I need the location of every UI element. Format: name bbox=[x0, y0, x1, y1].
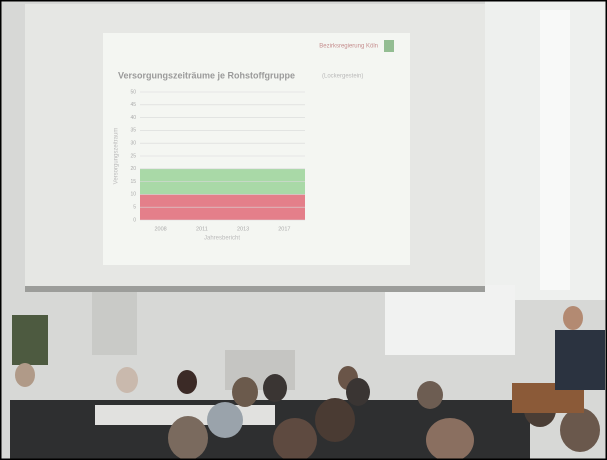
y-tick-label: 50 bbox=[130, 89, 136, 95]
y-axis-label: Versorgungszeitraum bbox=[114, 128, 120, 185]
speaker-head bbox=[563, 306, 583, 330]
y-tick-label: 40 bbox=[130, 115, 136, 121]
photo: Bezirksregierung Köln Versorgungszeiträu… bbox=[0, 0, 607, 460]
x-tick-label: 2008 bbox=[155, 226, 167, 232]
y-tick-label: 5 bbox=[133, 205, 136, 211]
logo bbox=[384, 40, 394, 52]
pillar bbox=[92, 285, 137, 355]
screen-bar bbox=[25, 286, 485, 292]
y-tick-label: 0 bbox=[133, 217, 136, 223]
y-tick-label: 30 bbox=[130, 141, 136, 147]
chart-title: Versorgungszeiträume je Rohstoffgruppe bbox=[118, 70, 295, 80]
x-tick-label: 2011 bbox=[196, 226, 208, 232]
speaker bbox=[555, 330, 605, 390]
window bbox=[540, 10, 570, 290]
y-tick-label: 20 bbox=[130, 166, 136, 172]
x-axis-label: Jahresbericht bbox=[204, 236, 240, 242]
chart-subtitle: (Lockergestein) bbox=[322, 74, 363, 80]
x-tick-label: 2017 bbox=[278, 226, 290, 232]
y-tick-label: 10 bbox=[130, 192, 136, 198]
slide bbox=[103, 33, 410, 265]
window bbox=[385, 285, 515, 355]
picture bbox=[12, 315, 48, 365]
y-tick-label: 45 bbox=[130, 102, 136, 108]
y-tick-label: 25 bbox=[130, 153, 136, 159]
slide-header: Bezirksregierung Köln bbox=[319, 44, 378, 50]
x-tick-label: 2013 bbox=[237, 226, 249, 232]
y-tick-label: 35 bbox=[130, 128, 136, 134]
y-tick-label: 15 bbox=[130, 179, 136, 185]
